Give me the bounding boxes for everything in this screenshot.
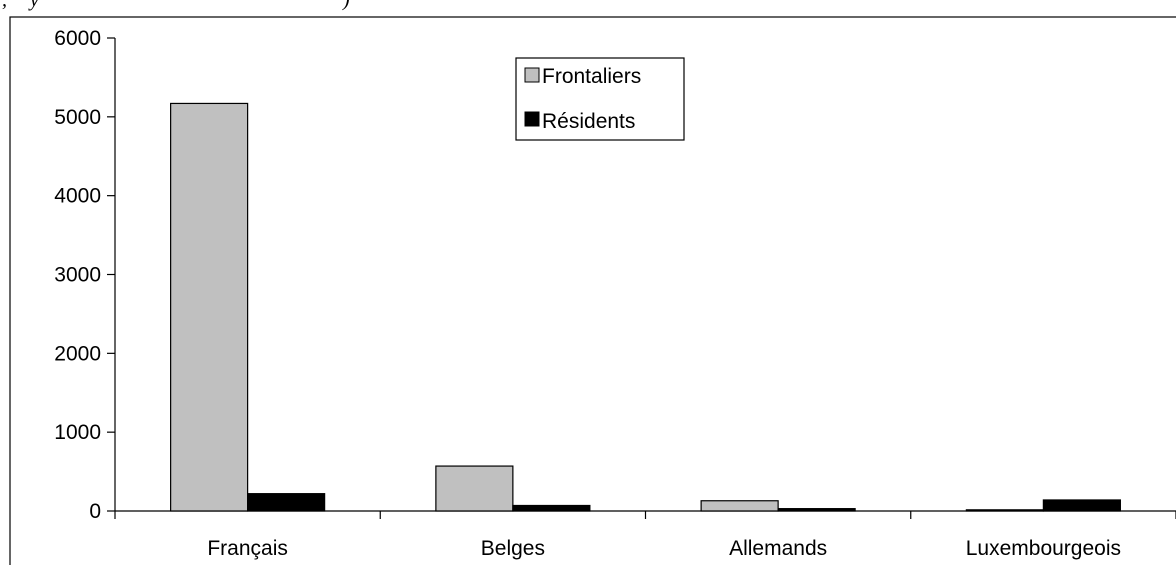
bar-residents-0: [247, 493, 326, 512]
y-tick-label: 4000: [54, 185, 101, 208]
y-tick-label: 3000: [54, 264, 101, 287]
chart-frame: [9, 16, 1176, 565]
x-tick-label: Allemands: [729, 537, 827, 560]
legend-label-frontaliers: Frontaliers: [542, 65, 641, 88]
legend-label-residents: Résidents: [542, 110, 635, 133]
x-tick-label: Français: [207, 537, 288, 560]
bar-residents-2: [777, 508, 856, 512]
legend: Frontaliers Résidents: [515, 57, 685, 141]
y-tick-label: 2000: [54, 342, 101, 365]
legend-swatch-frontaliers: [524, 67, 540, 83]
bar-frontaliers-3: [965, 509, 1044, 512]
x-tick-label: Luxembourgeois: [966, 537, 1121, 560]
legend-box: [515, 57, 685, 141]
bar-frontaliers-2: [700, 500, 779, 512]
y-tick-label: 0: [89, 500, 101, 523]
bar-residents-3: [1042, 499, 1121, 512]
bar-residents-1: [512, 504, 591, 512]
svg-text:): ): [342, 0, 350, 11]
bars: [170, 102, 1121, 512]
svg-text:,: ,: [2, 0, 7, 11]
y-tick-label: 6000: [54, 27, 101, 50]
bar-frontaliers-1: [435, 465, 514, 512]
y-axis: 0 1000 2000 3000 4000 5000 6000: [54, 27, 116, 523]
x-tick-label: Belges: [481, 537, 545, 560]
svg-text:y: y: [28, 0, 39, 11]
x-axis: Français Belges Allemands Luxembourgeois: [114, 510, 1176, 560]
clipped-top-text: , y ): [2, 0, 350, 11]
bar-frontaliers-0: [170, 102, 249, 512]
legend-swatch-residents: [524, 111, 540, 127]
y-tick-label: 1000: [54, 421, 101, 444]
y-tick-label: 5000: [54, 106, 101, 129]
